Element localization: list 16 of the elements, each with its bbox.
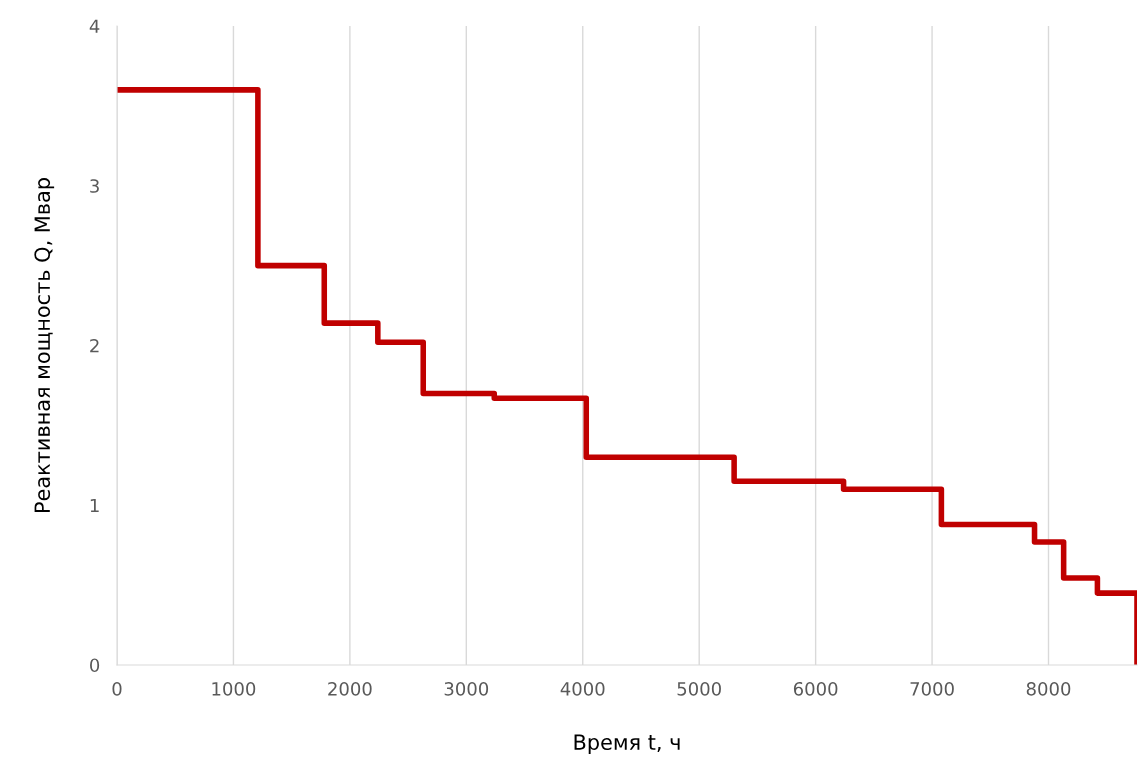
x-tick-label: 4000: [560, 681, 605, 696]
x-tick-label: 5000: [677, 681, 721, 696]
x-tick-label: 1000: [212, 681, 256, 696]
x-tick-label: 0: [112, 681, 122, 696]
y-tick-label: 1: [90, 498, 99, 513]
y-tick-label: 4: [89, 19, 100, 33]
y-axis-title: Реактивная мощность Q, Мвар: [34, 178, 55, 512]
x-tick-label: 3000: [444, 681, 489, 696]
x-tick-label: 2000: [328, 681, 372, 696]
x-tick-label: 8000: [1026, 681, 1071, 696]
y-tick-label: 3: [90, 179, 99, 193]
y-tick-label: 0: [90, 658, 100, 673]
y-tick-label: 2: [90, 338, 99, 353]
x-tick-label: 6000: [793, 681, 838, 696]
x-tick-label: 7000: [910, 681, 954, 696]
x-axis-title: Время t, ч: [574, 734, 680, 755]
